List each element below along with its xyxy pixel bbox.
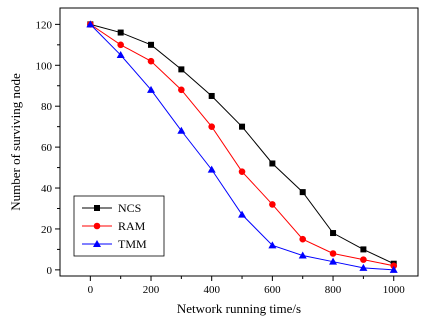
data-point-ncs: [148, 41, 155, 48]
data-point-ncs: [299, 189, 306, 196]
x-axis-title: Network running time/s: [177, 301, 301, 316]
x-tick-label: 400: [203, 284, 220, 296]
data-point-ram: [329, 250, 337, 257]
data-point-ncs: [178, 66, 185, 73]
plot-frame: [59, 7, 419, 277]
legend-label-ram: RAM: [118, 219, 146, 233]
data-point-ram: [299, 235, 307, 243]
data-point-tmm: [268, 241, 277, 249]
data-point-ram: [390, 262, 398, 270]
y-tick-label: 100: [36, 60, 53, 72]
data-point-ram: [238, 168, 246, 175]
x-tick-label: 800: [325, 284, 342, 296]
y-axis-title: Number of surviving node: [8, 73, 23, 211]
data-point-ram: [360, 256, 367, 263]
data-point-tmm: [389, 265, 398, 273]
data-point-tmm: [207, 165, 216, 173]
data-point-ncs: [269, 160, 276, 167]
series-tmm: [86, 20, 398, 273]
data-point-tmm: [298, 251, 307, 259]
x-tick-label: 1000: [383, 284, 406, 296]
data-point-tmm: [86, 20, 95, 28]
legend-marker-tmm: [93, 240, 101, 247]
data-point-ram: [269, 201, 276, 208]
x-tick-label: 0: [88, 284, 94, 296]
data-point-tmm: [116, 51, 125, 59]
legend-marker-ncs: [94, 205, 100, 211]
y-tick-label: 40: [41, 183, 53, 195]
series-ram: [87, 21, 398, 270]
legend-label-ncs: NCS: [118, 201, 141, 215]
data-point-tmm: [329, 257, 338, 265]
data-point-ram: [147, 57, 155, 65]
y-tick-label: 20: [41, 224, 53, 236]
data-point-tmm: [177, 126, 186, 134]
y-axis: 0 20 40 60 80 100 120: [36, 19, 60, 277]
data-point-ncs: [117, 29, 124, 36]
data-point-ncs: [360, 246, 367, 253]
data-point-tmm: [238, 210, 247, 218]
legend-label-tmm: TMM: [118, 237, 147, 251]
y-tick-label: 0: [47, 265, 53, 277]
data-point-tmm: [147, 85, 156, 93]
legend: NCS RAM TMM: [73, 195, 165, 257]
y-tick-label: 120: [36, 19, 53, 31]
series-layer: [86, 20, 398, 273]
y-tick-label: 80: [41, 101, 53, 113]
data-point-ram: [117, 41, 124, 49]
x-axis: 0 200 400 600 800 1000: [88, 276, 406, 296]
data-point-ram: [178, 86, 185, 94]
data-point-ncs: [330, 230, 337, 237]
y-tick-label: 60: [41, 142, 53, 154]
x-tick-label: 600: [264, 284, 281, 296]
data-point-ncs: [239, 123, 246, 130]
data-point-ncs: [208, 92, 215, 99]
data-point-ram: [208, 123, 215, 130]
legend-marker-ram: [93, 222, 101, 230]
data-point-tmm: [359, 263, 368, 271]
x-tick-label: 200: [143, 284, 160, 296]
